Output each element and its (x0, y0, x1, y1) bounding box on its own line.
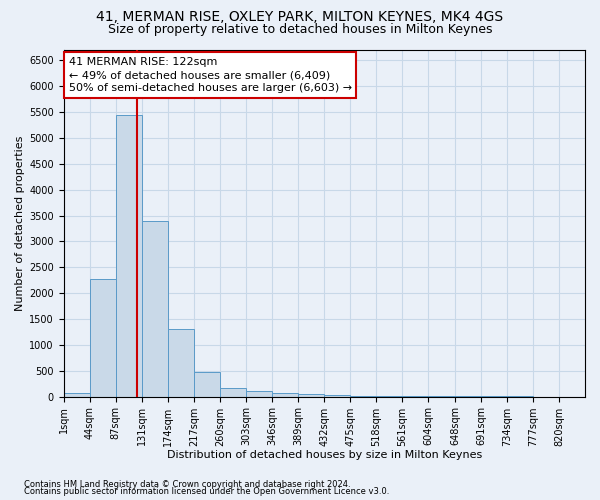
Bar (142, 220, 168, 396)
Bar (168, 329, 194, 396)
Bar (89, 278, 116, 396)
Bar (325, 395, 350, 396)
X-axis label: Distribution of detached houses by size in Milton Keynes: Distribution of detached houses by size … (167, 450, 482, 460)
Text: 41 MERMAN RISE: 122sqm
← 49% of detached houses are smaller (6,409)
50% of semi-: 41 MERMAN RISE: 122sqm ← 49% of detached… (69, 57, 352, 94)
Bar (220, 388, 246, 396)
Bar (194, 372, 220, 396)
Bar (116, 114, 142, 396)
Bar (272, 393, 298, 396)
Y-axis label: Number of detached properties: Number of detached properties (15, 136, 25, 311)
Bar (298, 394, 325, 396)
Text: Size of property relative to detached houses in Milton Keynes: Size of property relative to detached ho… (108, 22, 492, 36)
Bar (246, 392, 272, 396)
Text: Contains public sector information licensed under the Open Government Licence v3: Contains public sector information licen… (24, 487, 389, 496)
Text: Contains HM Land Registry data © Crown copyright and database right 2024.: Contains HM Land Registry data © Crown c… (24, 480, 350, 489)
Text: 41, MERMAN RISE, OXLEY PARK, MILTON KEYNES, MK4 4GS: 41, MERMAN RISE, OXLEY PARK, MILTON KEYN… (97, 10, 503, 24)
Bar (64, 393, 89, 396)
